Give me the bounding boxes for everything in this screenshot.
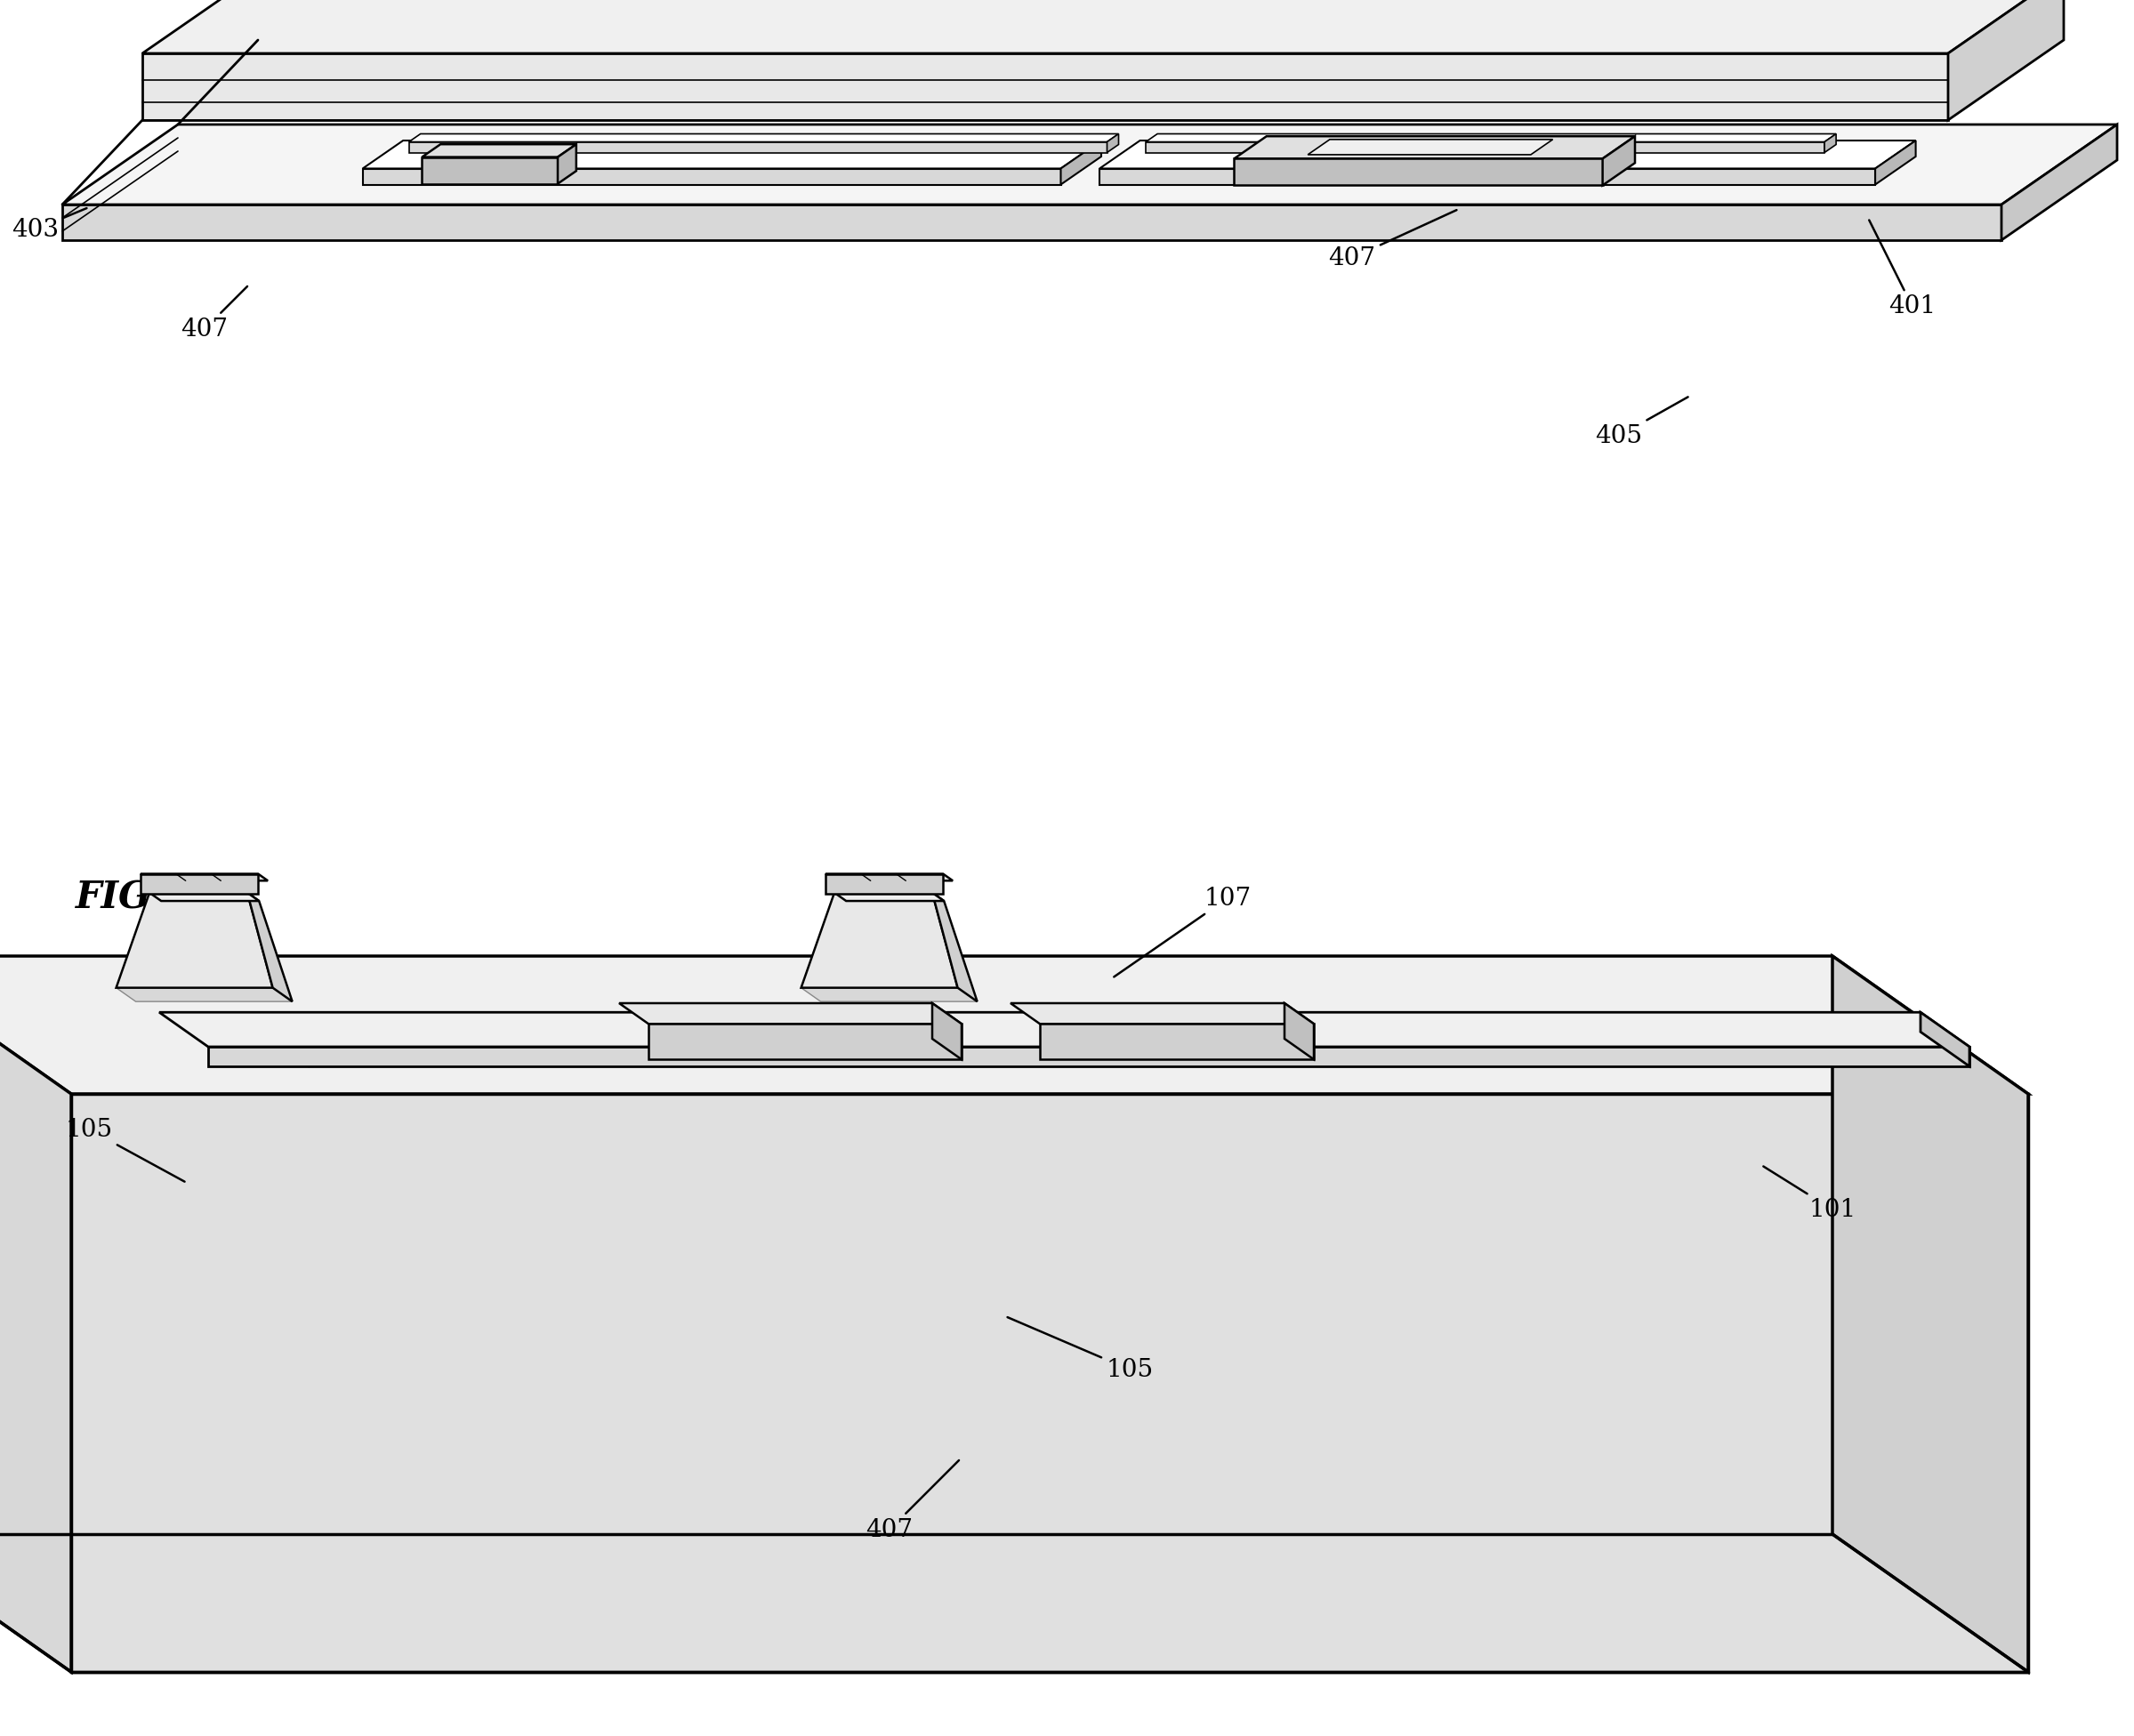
Polygon shape (1233, 135, 1635, 158)
Polygon shape (1099, 168, 1876, 184)
Polygon shape (141, 873, 269, 880)
Text: 407: 407 (181, 286, 248, 340)
Polygon shape (1061, 141, 1101, 184)
Text: 403: 403 (13, 208, 87, 241)
Text: 407: 407 (235, 1038, 309, 1066)
Text: 407: 407 (1329, 210, 1458, 269)
Polygon shape (1285, 1003, 1315, 1059)
Polygon shape (62, 125, 2117, 205)
Polygon shape (800, 892, 958, 988)
Polygon shape (410, 142, 1108, 153)
Polygon shape (619, 1003, 962, 1024)
Polygon shape (423, 144, 576, 156)
Polygon shape (826, 873, 952, 880)
Polygon shape (1039, 1024, 1315, 1059)
Polygon shape (115, 892, 273, 988)
Polygon shape (1948, 0, 2064, 120)
Polygon shape (115, 988, 292, 1002)
Polygon shape (62, 205, 2002, 240)
Polygon shape (1308, 139, 1554, 155)
Polygon shape (0, 957, 70, 1672)
Text: 407: 407 (866, 1460, 958, 1542)
Polygon shape (70, 1094, 2027, 1672)
Text: 101: 101 (1763, 1167, 1857, 1222)
Text: 105: 105 (66, 1118, 186, 1182)
Polygon shape (0, 957, 2027, 1094)
Text: 401: 401 (1869, 220, 1936, 319)
Polygon shape (1108, 134, 1118, 153)
Polygon shape (1603, 135, 1635, 186)
Polygon shape (209, 1047, 1970, 1066)
Polygon shape (410, 134, 1118, 142)
Text: 107: 107 (1114, 887, 1251, 977)
Polygon shape (557, 144, 576, 184)
Polygon shape (1876, 141, 1916, 184)
Polygon shape (933, 892, 977, 1002)
Polygon shape (363, 168, 1061, 184)
Polygon shape (423, 156, 557, 184)
Polygon shape (1921, 1012, 1970, 1066)
Polygon shape (143, 54, 1948, 120)
Polygon shape (1146, 134, 1835, 142)
Polygon shape (1825, 134, 1835, 153)
Polygon shape (143, 0, 2064, 54)
Polygon shape (1233, 158, 1603, 186)
Polygon shape (1099, 141, 1916, 168)
Polygon shape (1833, 957, 2027, 1672)
Polygon shape (1146, 142, 1825, 153)
Polygon shape (834, 892, 943, 901)
Polygon shape (649, 1024, 962, 1059)
Polygon shape (933, 1003, 962, 1059)
Text: 105: 105 (1007, 1318, 1152, 1382)
Polygon shape (160, 1012, 1970, 1047)
Polygon shape (1012, 1003, 1315, 1024)
Polygon shape (141, 873, 258, 894)
Polygon shape (248, 892, 292, 1002)
Text: 405: 405 (1596, 398, 1688, 448)
Polygon shape (826, 873, 943, 894)
Polygon shape (800, 988, 977, 1002)
Polygon shape (2002, 125, 2117, 240)
Polygon shape (149, 892, 258, 901)
Polygon shape (363, 141, 1101, 168)
Text: FIG. 5: FIG. 5 (75, 880, 201, 917)
